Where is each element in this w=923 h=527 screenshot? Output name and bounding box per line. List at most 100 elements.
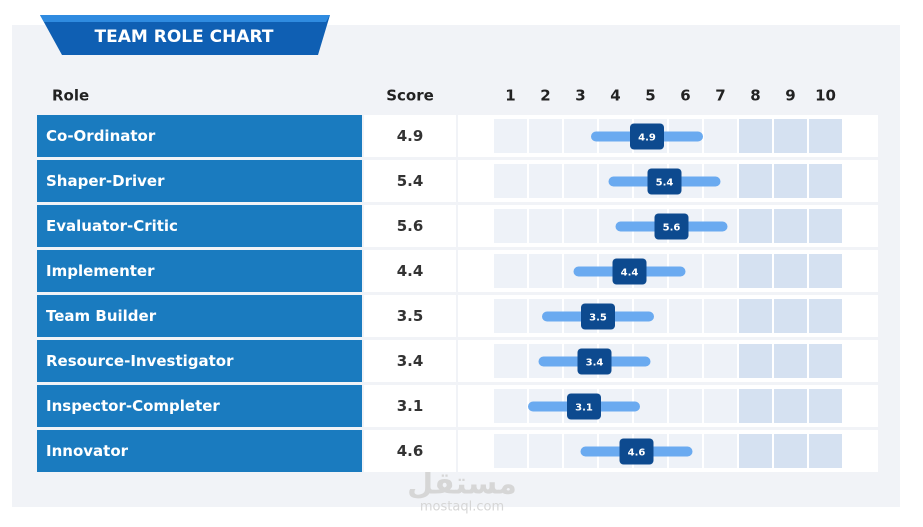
- scale-cell: [529, 254, 562, 288]
- score-cell: [364, 295, 456, 337]
- scale-cell: [494, 254, 527, 288]
- score-cell: [364, 250, 456, 292]
- scale-cell: [494, 434, 527, 468]
- title-banner: [40, 15, 330, 55]
- role-cell: [37, 160, 362, 202]
- watermark: mostaql.com: [420, 500, 504, 515]
- scale-cell: [809, 434, 842, 468]
- scale-cell: [494, 209, 527, 243]
- marker-label: 5.4: [656, 178, 674, 189]
- x-tick-label: 8: [750, 87, 760, 105]
- marker-label: 4.4: [621, 268, 639, 279]
- score-cell: [364, 205, 456, 247]
- role-label: Implementer: [46, 262, 155, 280]
- x-tick-label: 6: [680, 87, 690, 105]
- scale-cell: [774, 254, 807, 288]
- score-cell: [364, 115, 456, 157]
- scale-cell: [669, 299, 702, 333]
- scale-cell: [809, 254, 842, 288]
- marker-label: 3.1: [575, 403, 593, 414]
- score-value: 4.6: [397, 442, 424, 460]
- scale-cell: [564, 209, 597, 243]
- scale-cell: [704, 344, 737, 378]
- score-value: 4.4: [397, 262, 424, 280]
- x-tick-label: 7: [715, 87, 725, 105]
- role-label: Team Builder: [46, 307, 157, 325]
- column-header: Score: [386, 87, 434, 105]
- role-cell: [37, 340, 362, 382]
- scale-cell: [669, 344, 702, 378]
- x-tick-label: 5: [645, 87, 655, 105]
- score-value: 3.1: [397, 397, 424, 415]
- scale-cell: [704, 254, 737, 288]
- role-label: Innovator: [46, 442, 129, 460]
- scale-cell: [704, 119, 737, 153]
- role-cell: [37, 295, 362, 337]
- scale-cell: [809, 299, 842, 333]
- scale-cell: [739, 344, 772, 378]
- scale-row: [458, 295, 878, 337]
- scale-cell: [739, 119, 772, 153]
- marker-label: 5.6: [663, 223, 681, 234]
- marker-label: 4.9: [638, 133, 656, 144]
- marker: [630, 123, 664, 150]
- scale-row: [458, 340, 878, 382]
- scale-cell: [809, 344, 842, 378]
- role-cell: [37, 205, 362, 247]
- marker: [612, 258, 647, 285]
- score-value: 3.5: [397, 307, 424, 325]
- score-value: 5.6: [397, 217, 424, 235]
- scale-cell: [529, 119, 562, 153]
- scale-row: [458, 385, 878, 427]
- chart-title: TEAM ROLE CHART: [95, 27, 274, 47]
- role-label: Resource-Investigator: [46, 352, 234, 370]
- scale-cell: [494, 344, 527, 378]
- score-cell: [364, 340, 456, 382]
- marker: [567, 393, 601, 420]
- scale-cell: [704, 299, 737, 333]
- score-value: 4.9: [397, 127, 424, 145]
- scale-cell: [739, 209, 772, 243]
- role-label: Shaper-Driver: [46, 172, 165, 190]
- role-cell: [37, 385, 362, 427]
- scale-cell: [774, 209, 807, 243]
- scale-cell: [809, 119, 842, 153]
- scale-cell: [704, 434, 737, 468]
- scale-cell: [494, 119, 527, 153]
- scale-cell: [704, 389, 737, 423]
- scale-cell: [739, 389, 772, 423]
- scale-cell: [669, 389, 702, 423]
- scale-cell: [809, 164, 842, 198]
- title-banner-shine: [40, 15, 330, 22]
- scale-cell: [774, 344, 807, 378]
- scale-cell: [739, 299, 772, 333]
- x-tick-label: 2: [540, 87, 550, 105]
- scale-cell: [739, 434, 772, 468]
- marker: [581, 303, 615, 330]
- role-cell: [37, 430, 362, 472]
- score-cell: [364, 385, 456, 427]
- role-label: Evaluator-Critic: [46, 217, 178, 235]
- role-label: Inspector-Completer: [46, 397, 220, 415]
- role-cell: [37, 115, 362, 157]
- scale-cell: [774, 389, 807, 423]
- x-tick-label: 1: [505, 87, 515, 105]
- scale-cell: [774, 164, 807, 198]
- scale-cell: [809, 389, 842, 423]
- scale-cell: [529, 434, 562, 468]
- scale-cell: [739, 254, 772, 288]
- marker-label: 3.4: [586, 358, 604, 369]
- scale-cell: [739, 164, 772, 198]
- x-tick-label: 9: [785, 87, 795, 105]
- x-tick-label: 4: [610, 87, 620, 105]
- score-cell: [364, 160, 456, 202]
- marker-label: 4.6: [628, 448, 646, 459]
- role-cell: [37, 250, 362, 292]
- marker: [647, 168, 682, 195]
- score-value: 3.4: [397, 352, 424, 370]
- role-label: Co-Ordinator: [46, 127, 156, 145]
- score-cell: [364, 430, 456, 472]
- marker: [577, 348, 612, 375]
- scale-cell: [494, 299, 527, 333]
